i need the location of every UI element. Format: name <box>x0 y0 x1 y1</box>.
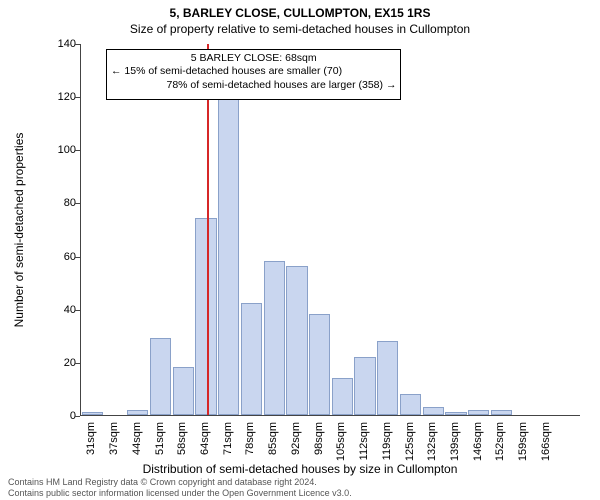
histogram-bar <box>354 357 375 415</box>
x-tick-label: 119sqm <box>381 422 393 460</box>
y-tick-label: 80 <box>36 197 76 209</box>
x-tick-label: 132sqm <box>426 422 438 461</box>
y-tick-label: 0 <box>36 410 76 422</box>
footnote-line2: Contains public sector information licen… <box>8 488 352 498</box>
x-tick-label: 166sqm <box>540 422 552 461</box>
histogram-bar <box>82 412 103 415</box>
y-tick-mark <box>75 416 80 417</box>
y-tick-mark <box>75 310 80 311</box>
y-tick-mark <box>75 150 80 151</box>
x-tick-label: 112sqm <box>358 422 370 460</box>
y-tick-mark <box>75 97 80 98</box>
histogram-bar <box>332 378 353 415</box>
histogram-bar <box>264 261 285 415</box>
y-tick-mark <box>75 44 80 45</box>
x-tick-label: 58sqm <box>176 422 188 455</box>
footnote: Contains HM Land Registry data © Crown c… <box>8 477 352 498</box>
x-tick-label: 31sqm <box>85 422 97 455</box>
histogram-bar <box>468 410 489 415</box>
x-tick-label: 71sqm <box>222 422 234 455</box>
chart-title-line2: Size of property relative to semi-detach… <box>0 22 600 36</box>
x-tick-label: 125sqm <box>404 422 416 461</box>
x-tick-label: 85sqm <box>267 422 279 455</box>
x-tick-label: 105sqm <box>335 422 347 461</box>
x-tick-label: 37sqm <box>108 422 120 455</box>
plot-inner: 5 BARLEY CLOSE: 68sqm← 15% of semi-detac… <box>81 44 580 415</box>
x-tick-label: 44sqm <box>131 422 143 455</box>
annotation-line1: 5 BARLEY CLOSE: 68sqm <box>111 52 396 65</box>
x-tick-label: 139sqm <box>449 422 461 461</box>
chart-title-line1: 5, BARLEY CLOSE, CULLOMPTON, EX15 1RS <box>0 6 600 20</box>
y-tick-label: 60 <box>36 251 76 263</box>
x-axis-label: Distribution of semi-detached houses by … <box>0 462 600 476</box>
y-tick-mark <box>75 203 80 204</box>
y-tick-mark <box>75 363 80 364</box>
y-tick-label: 140 <box>36 38 76 50</box>
x-tick-label: 98sqm <box>313 422 325 455</box>
x-tick-label: 51sqm <box>154 422 166 455</box>
histogram-bar <box>491 410 512 415</box>
histogram-bar <box>400 394 421 415</box>
annotation-line3: 78% of semi-detached houses are larger (… <box>111 79 396 92</box>
histogram-bar <box>423 407 444 415</box>
histogram-bar <box>445 412 466 415</box>
annotation-box: 5 BARLEY CLOSE: 68sqm← 15% of semi-detac… <box>106 49 401 99</box>
y-tick-label: 120 <box>36 91 76 103</box>
x-tick-label: 78sqm <box>244 422 256 455</box>
histogram-bar <box>195 218 216 415</box>
y-tick-label: 100 <box>36 144 76 156</box>
histogram-bar <box>218 86 239 415</box>
x-tick-label: 64sqm <box>199 422 211 455</box>
y-tick-label: 40 <box>36 304 76 316</box>
x-tick-label: 92sqm <box>290 422 302 455</box>
histogram-bar <box>127 410 148 415</box>
histogram-bar <box>309 314 330 415</box>
footnote-line1: Contains HM Land Registry data © Crown c… <box>8 477 352 487</box>
annotation-line2: ← 15% of semi-detached houses are smalle… <box>111 65 396 78</box>
y-tick-label: 20 <box>36 357 76 369</box>
plot-area: 5 BARLEY CLOSE: 68sqm← 15% of semi-detac… <box>80 44 580 416</box>
y-tick-mark <box>75 257 80 258</box>
x-tick-label: 152sqm <box>494 422 506 461</box>
histogram-bar <box>377 341 398 415</box>
histogram-bar <box>286 266 307 415</box>
x-tick-label: 146sqm <box>472 422 484 461</box>
histogram-bar <box>241 303 262 415</box>
histogram-bar <box>173 367 194 415</box>
y-axis-label: Number of semi-detached properties <box>12 133 26 328</box>
x-tick-label: 159sqm <box>517 422 529 461</box>
histogram-bar <box>150 338 171 415</box>
